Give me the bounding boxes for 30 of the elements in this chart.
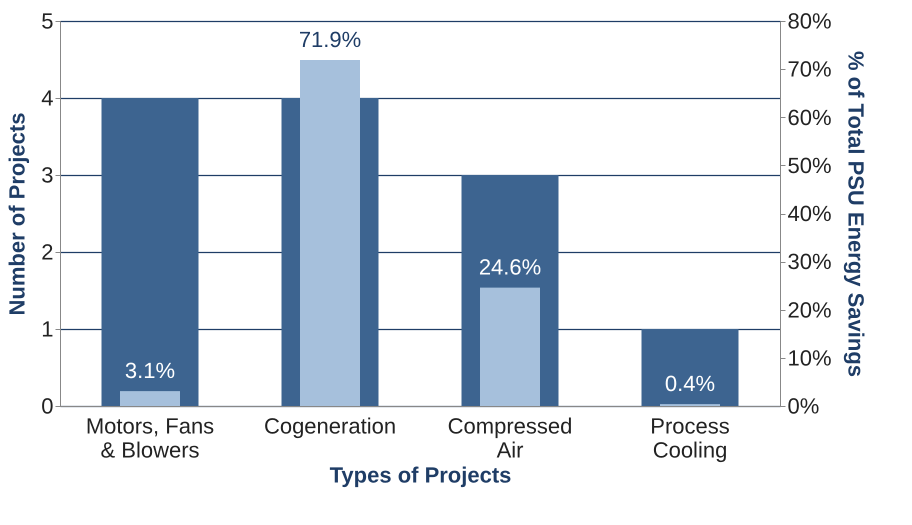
y-tick-label: 3	[41, 162, 54, 188]
data-label: 0.4%	[664, 371, 716, 396]
x-axis-title: Types of Projects	[330, 462, 512, 488]
bar	[642, 329, 738, 406]
bar	[480, 288, 540, 406]
y-tick-label: 4	[41, 86, 54, 110]
y2-axis-title: % of Total PSU Energy Savings	[844, 51, 869, 377]
data-label: 3.1%	[124, 358, 176, 384]
x-tick-label: Motors, Fans & Blowers	[86, 414, 214, 462]
bar	[102, 98, 198, 406]
y2-tick-label: 20%	[788, 297, 832, 322]
x-tick-label: Cogeneration	[264, 414, 396, 438]
bar	[120, 391, 180, 406]
y-tick-label: 0	[41, 394, 54, 418]
data-label: 24.6%	[478, 254, 542, 280]
x-tick-label: Process Cooling	[650, 414, 730, 462]
y2-tick-label: 50%	[788, 152, 832, 178]
data-label: 71.9%	[298, 26, 362, 52]
y-tick-label: 5	[41, 8, 54, 34]
y2-tick-label: 70%	[788, 56, 832, 82]
y2-tick-label: 40%	[788, 201, 832, 226]
y2-tick-label: 30%	[788, 249, 832, 274]
y-axis-title: Number of Projects	[4, 112, 30, 316]
y2-tick-label: 0%	[788, 394, 820, 418]
y-tick-label: 2	[41, 240, 54, 264]
x-tick-label: Compressed Air	[448, 414, 572, 462]
y2-tick-label: 80%	[788, 8, 832, 34]
y2-tick-label: 10%	[788, 345, 832, 370]
y-tick-label: 1	[41, 316, 54, 342]
y2-tick-label: 60%	[788, 104, 832, 130]
